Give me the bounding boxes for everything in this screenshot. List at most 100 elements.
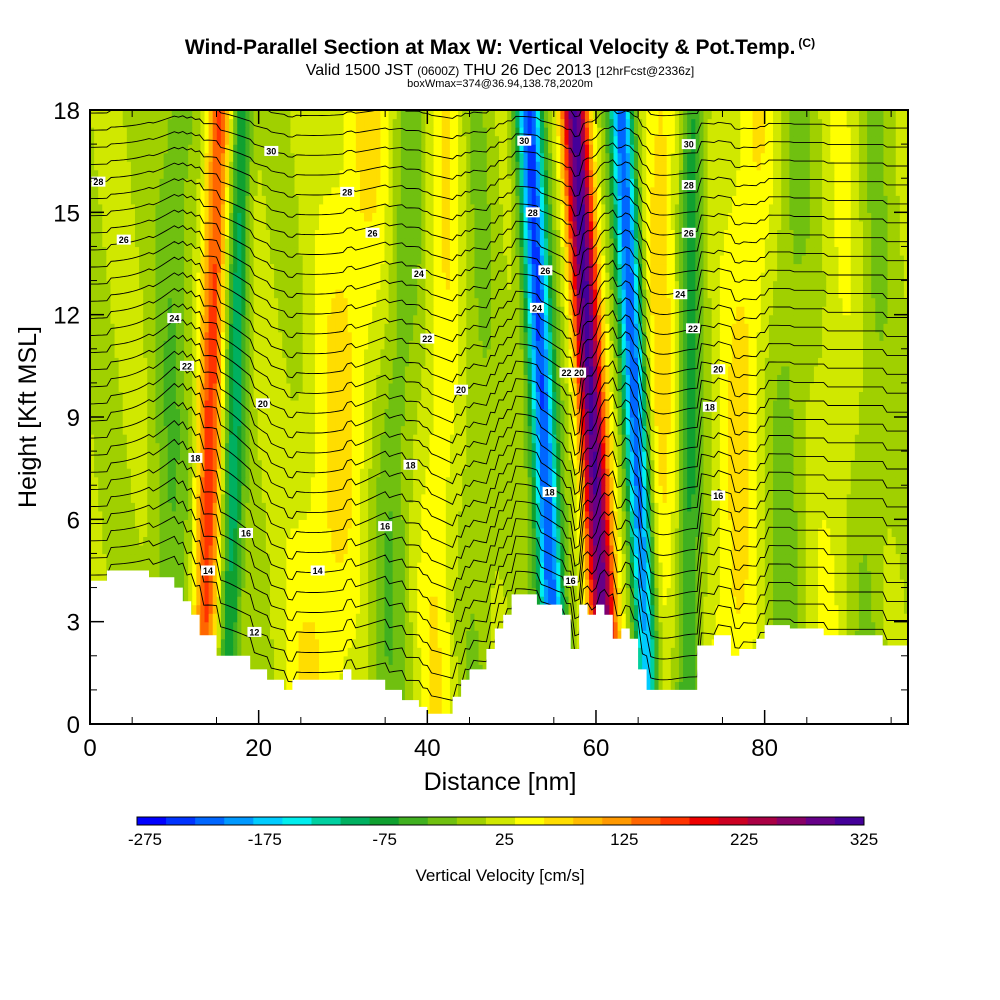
velocity-cell (773, 510, 778, 520)
velocity-cell (511, 536, 516, 546)
velocity-cell (732, 579, 737, 589)
velocity-cell (809, 519, 815, 529)
velocity-cell (364, 613, 369, 623)
velocity-cell (523, 544, 529, 555)
velocity-cell (813, 510, 819, 520)
velocity-cell (756, 527, 762, 537)
velocity-cell (605, 587, 611, 597)
velocity-cell (298, 638, 304, 648)
velocity-cell (404, 527, 410, 537)
velocity-cell (883, 604, 889, 614)
velocity-cell (576, 544, 582, 555)
velocity-cell (458, 689, 463, 700)
velocity-cell (216, 519, 222, 529)
velocity-cell (875, 579, 880, 589)
velocity-cell (437, 621, 443, 631)
velocity-cell (560, 510, 566, 520)
velocity-cell (781, 536, 786, 546)
velocity-cell (462, 553, 467, 563)
velocity-cell (286, 536, 292, 546)
velocity-cell (294, 570, 300, 580)
velocity-cell (597, 587, 602, 597)
velocity-cell (167, 527, 173, 537)
velocity-cell (368, 647, 373, 657)
velocity-cell (314, 655, 320, 665)
velocity-cell (678, 638, 684, 648)
velocity-cell (102, 544, 107, 555)
velocity-cell (200, 553, 206, 563)
velocity-cell (531, 519, 537, 529)
velocity-cell (809, 510, 815, 520)
velocity-cell (903, 527, 908, 537)
velocity-cell (323, 570, 328, 580)
velocity-cell (339, 519, 345, 529)
velocity-cell (752, 527, 758, 537)
velocity-cell (396, 672, 402, 682)
velocity-cell (838, 570, 844, 580)
velocity-cell (351, 655, 357, 665)
velocity-cell (584, 570, 590, 580)
velocity-cell (613, 536, 619, 546)
velocity-cell (396, 579, 402, 589)
velocity-cell (302, 613, 308, 623)
velocity-cell (658, 596, 664, 606)
velocity-cell (445, 553, 451, 563)
velocity-cell (302, 630, 308, 640)
velocity-cell (253, 561, 259, 572)
velocity-cell (192, 587, 197, 597)
velocity-cell (601, 579, 606, 589)
velocity-cell (719, 519, 725, 529)
velocity-cell (695, 587, 701, 597)
velocity-cell (237, 596, 242, 606)
velocity-cell (650, 570, 656, 580)
velocity-cell (875, 630, 880, 640)
velocity-cell (818, 544, 823, 555)
velocity-cell (220, 587, 226, 597)
velocity-cell (409, 519, 414, 529)
velocity-cell (654, 621, 660, 631)
velocity-cell (347, 536, 353, 546)
velocity-cell (286, 510, 292, 520)
velocity-cell (662, 544, 668, 555)
velocity-cell (768, 553, 774, 563)
velocity-cell (486, 613, 492, 623)
velocity-cell (715, 519, 721, 529)
velocity-cell (339, 638, 345, 648)
velocity-cell (253, 613, 259, 623)
velocity-cell (601, 570, 606, 580)
velocity-cell (625, 621, 631, 631)
velocity-cell (327, 596, 332, 606)
velocity-cell (274, 527, 279, 537)
velocity-cell (343, 510, 349, 520)
velocity-cell (274, 587, 279, 597)
velocity-cell (572, 519, 578, 529)
velocity-cell (732, 510, 737, 520)
velocity-cell (854, 579, 860, 589)
velocity-cell (409, 638, 414, 648)
velocity-cell (458, 544, 463, 555)
velocity-cell (809, 613, 815, 623)
velocity-cell (147, 544, 152, 555)
velocity-cell (633, 519, 639, 529)
velocity-cell (646, 596, 651, 606)
velocity-cell (818, 587, 823, 597)
velocity-cell (229, 519, 234, 529)
velocity-cell (535, 579, 541, 589)
velocity-cell (102, 519, 107, 529)
velocity-cell (666, 638, 672, 648)
velocity-cell (539, 544, 545, 555)
velocity-cell (380, 544, 386, 555)
velocity-cell (789, 587, 795, 597)
velocity-cell (617, 604, 623, 614)
velocity-cell (564, 536, 570, 546)
velocity-cell (789, 570, 795, 580)
velocity-cell (662, 510, 668, 520)
velocity-cell (421, 604, 426, 614)
velocity-cell (883, 579, 889, 589)
velocity-cell (748, 536, 754, 546)
velocity-cell (433, 604, 439, 614)
velocity-cell (351, 553, 357, 563)
velocity-cell (891, 596, 897, 606)
velocity-cell (347, 630, 353, 640)
velocity-cell (703, 604, 709, 614)
